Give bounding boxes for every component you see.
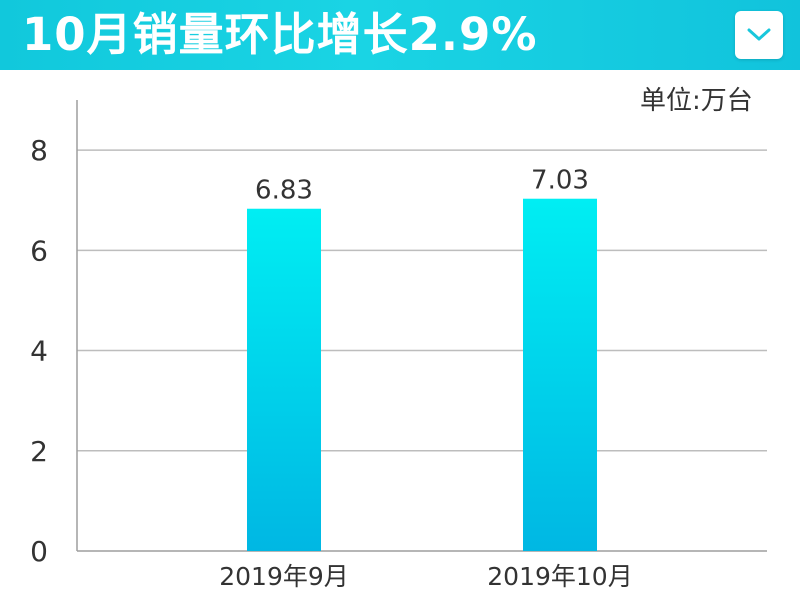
title-banner: 10月销量环比增长2.9% [0,0,800,70]
data-labels: 6.83 7.03 [255,166,589,206]
chevron-down-icon [747,28,771,41]
y-tick-label: 6 [30,234,48,267]
y-tick-label: 4 [30,335,48,368]
bar-value-label: 7.03 [531,166,589,196]
y-tick-label: 8 [30,134,48,167]
axes [76,100,767,552]
bar [247,208,321,552]
bars [247,198,597,552]
unit-label: 单位:万台 [640,86,753,116]
x-tick-label: 2019年9月 [219,562,349,591]
chart-title: 10月销量环比增长2.9% [22,8,538,61]
y-tick-label: 2 [30,435,48,468]
bar [523,198,597,552]
x-tick-label: 2019年10月 [487,562,632,591]
y-tick-labels: 0 2 4 6 8 [30,134,48,568]
bar-value-label: 6.83 [255,176,313,206]
dropdown-button[interactable] [735,11,783,59]
y-tick-label: 0 [30,535,48,568]
x-tick-labels: 2019年9月 2019年10月 [219,562,632,591]
grid-lines [77,149,767,452]
